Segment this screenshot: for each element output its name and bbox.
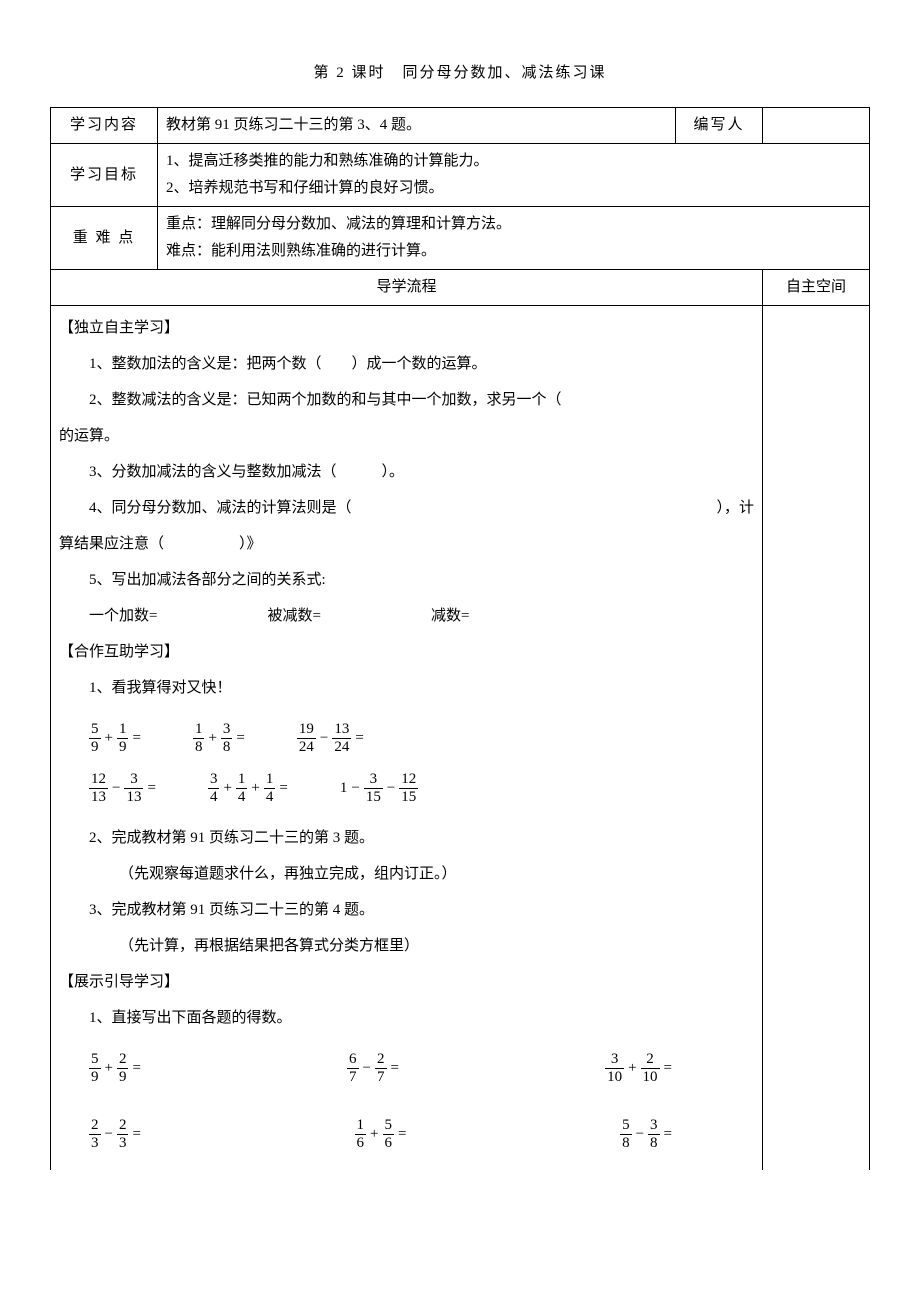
rel-minuend: 被减数=	[267, 598, 320, 634]
equation: 310+210=	[605, 1050, 674, 1086]
row-label-focus: 重 难 点	[51, 207, 158, 270]
q-4a: 4、同分母分数加、减法的计算法则是（	[89, 490, 352, 526]
equation: 58−38=	[620, 1116, 674, 1152]
equation: 59+29=	[89, 1050, 143, 1086]
side-header: 自主空间	[763, 270, 870, 306]
equation: 1924−1324=	[297, 720, 366, 756]
heading-coop: 【合作互助学习】	[59, 634, 754, 670]
goal-line-1: 1、提高迁移类推的能力和熟练准确的计算能力。	[166, 148, 861, 175]
equation: 23−23=	[89, 1116, 143, 1152]
heading-independent: 【独立自主学习】	[59, 310, 754, 346]
main-content: 【独立自主学习】 1、整数加法的含义是：把两个数（ ）成一个数的运算。 2、整数…	[51, 306, 763, 1171]
equation: 18+38=	[193, 720, 247, 756]
row-text-goal: 1、提高迁移类推的能力和熟练准确的计算能力。 2、培养规范书写和仔细计算的良好习…	[158, 144, 870, 207]
q-4c: 算结果应注意（ ）》	[59, 526, 754, 562]
show-1: 1、直接写出下面各题的得数。	[59, 1000, 754, 1036]
equation: 59+19=	[89, 720, 143, 756]
q-4b: ），计	[716, 490, 754, 526]
row-label-content: 学习内容	[51, 108, 158, 144]
coop-1: 1、看我算得对又快！	[59, 670, 754, 706]
flow-header: 导学流程	[51, 270, 763, 306]
row-text-content: 教材第 91 页练习二十三的第 3、4 题。	[158, 108, 676, 144]
lesson-table: 学习内容 教材第 91 页练习二十三的第 3、4 题。 编写人 学习目标 1、提…	[50, 107, 870, 1170]
page-title: 第 2 课时 同分母分数加、减法练习课	[50, 60, 870, 87]
equation: 1−315−1215	[340, 770, 418, 806]
side-space	[763, 306, 870, 1171]
coop-2-note: （先观察每道题求什么，再独立完成，组内订正。）	[59, 856, 754, 892]
q-2: 2、整数减法的含义是：已知两个加数的和与其中一个加数，求另一个（	[59, 382, 754, 418]
author-blank	[763, 108, 870, 144]
q-5: 5、写出加减法各部分之间的关系式:	[59, 562, 754, 598]
row-text-focus: 重点：理解同分母分数加、减法的算理和计算方法。 难点：能利用法则熟练准确的进行计…	[158, 207, 870, 270]
q-4-line1: 4、同分母分数加、减法的计算法则是（ ），计	[59, 490, 754, 526]
goal-line-2: 2、培养规范书写和仔细计算的良好习惯。	[166, 175, 861, 202]
equation-row-a: 59+19= 18+38= 1924−1324=	[89, 720, 754, 756]
rel-addend: 一个加数=	[89, 598, 157, 634]
row-label-goal: 学习目标	[51, 144, 158, 207]
coop-3-note: （先计算，再根据结果把各算式分类方框里）	[59, 928, 754, 964]
rel-subtrahend: 减数=	[431, 598, 469, 634]
heading-show: 【展示引导学习】	[59, 964, 754, 1000]
equation: 67−27=	[347, 1050, 401, 1086]
author-label: 编写人	[676, 108, 763, 144]
q-5-relations: 一个加数= 被减数= 减数=	[59, 598, 754, 634]
coop-2: 2、完成教材第 91 页练习二十三的第 3 题。	[59, 820, 754, 856]
q-3: 3、分数加减法的含义与整数加减法（ ）。	[59, 454, 754, 490]
equation: 34+14+14=	[208, 770, 290, 806]
focus-line-2: 难点：能利用法则熟练准确的进行计算。	[166, 238, 861, 265]
equation: 1213−313=	[89, 770, 158, 806]
q-1: 1、整数加法的含义是：把两个数（ ）成一个数的运算。	[59, 346, 754, 382]
q-2b: 的运算。	[59, 418, 754, 454]
equation-row-d: 23−23= 16+56= 58−38=	[89, 1116, 754, 1152]
equation: 16+56=	[355, 1116, 409, 1152]
equation-row-c: 59+29= 67−27= 310+210=	[89, 1050, 754, 1086]
coop-3: 3、完成教材第 91 页练习二十三的第 4 题。	[59, 892, 754, 928]
focus-line-1: 重点：理解同分母分数加、减法的算理和计算方法。	[166, 211, 861, 238]
equation-row-b: 1213−313= 34+14+14= 1−315−1215	[89, 770, 754, 806]
